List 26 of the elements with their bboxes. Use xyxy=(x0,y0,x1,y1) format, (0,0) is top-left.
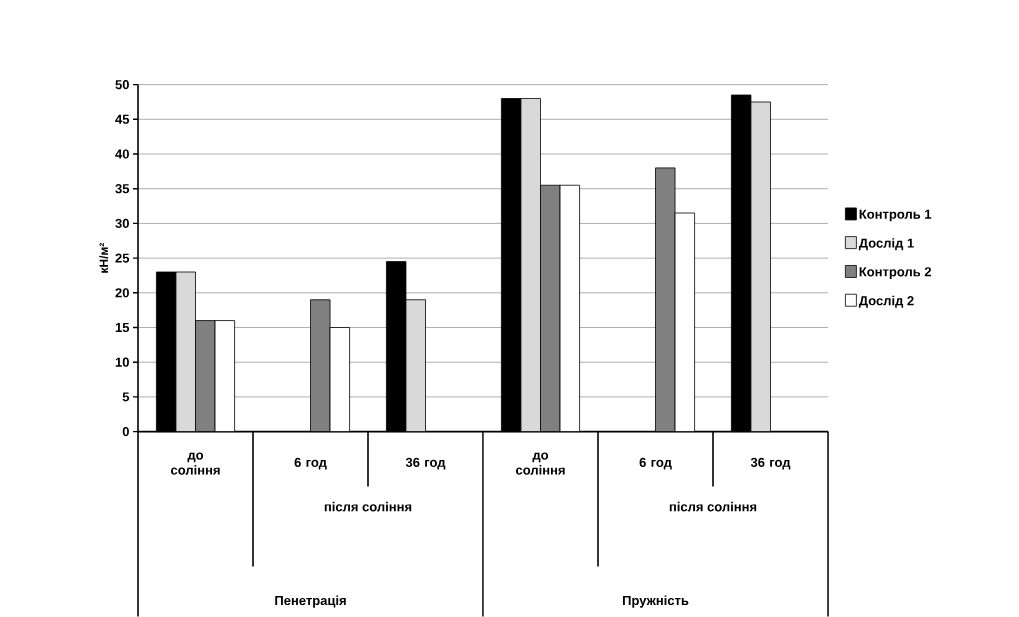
y-tick-label: 5 xyxy=(122,392,130,402)
y-tick-label: 20 xyxy=(115,288,129,298)
y-tick-label: 35 xyxy=(115,183,130,194)
legend-label: Контроль 1 xyxy=(859,209,932,222)
x-tick-label: 36 год xyxy=(405,457,446,470)
x-tick-label: до соління xyxy=(171,452,220,475)
x-tick-label: 6 год xyxy=(639,457,672,470)
y-tick-label: 0 xyxy=(122,426,129,437)
y-tick-label: 50 xyxy=(115,79,129,90)
text: після соління xyxy=(324,501,412,512)
legend-label: Дослід 1 xyxy=(858,237,914,250)
y-tick-label: 15 xyxy=(115,322,130,332)
legend-label: Контроль 2 xyxy=(859,266,932,279)
y-tick-label: 10 xyxy=(115,357,129,367)
legend-label: Дослід 2 xyxy=(858,295,914,308)
y-tick-label: 40 xyxy=(115,149,129,159)
text: Пружність xyxy=(622,595,689,608)
y-tick-label: 25 xyxy=(115,253,130,263)
x-tick-label: 6 год xyxy=(294,457,327,470)
text: Пенетрація xyxy=(275,595,346,608)
text: після соління xyxy=(669,501,757,512)
x-tick-label: до соління xyxy=(516,452,565,475)
y-tick-label: 45 xyxy=(115,114,130,124)
x-tick-label: 36 год xyxy=(750,457,791,470)
y-tick-label: 30 xyxy=(115,218,129,228)
y-axis-title: кН/м² xyxy=(99,242,109,273)
